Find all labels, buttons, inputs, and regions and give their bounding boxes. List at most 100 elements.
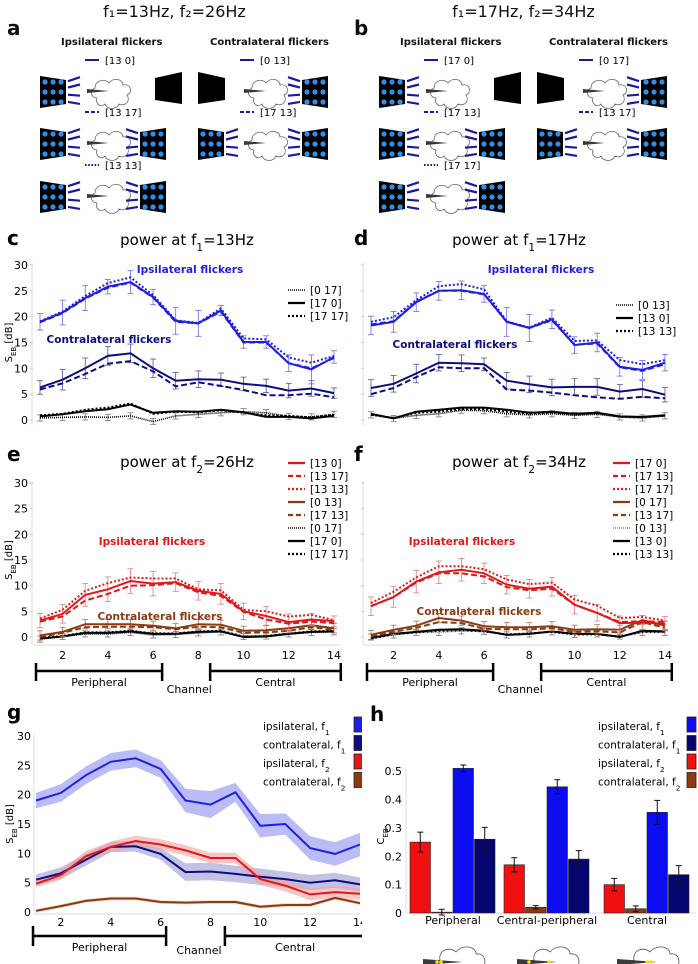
legend-label: [13 13] (635, 549, 673, 561)
led-dot (497, 131, 503, 137)
led-dot (497, 151, 503, 157)
led-dot (389, 194, 395, 200)
led-dot (381, 131, 387, 137)
legend-label: [13 0] (310, 458, 342, 470)
led-dot (58, 141, 64, 147)
condition-label: [13 0] (105, 56, 135, 67)
ipsi-title: Ipsilateral flickers (61, 37, 163, 48)
region-label: Peripheral (71, 676, 127, 689)
led-array-icon (125, 181, 166, 213)
series-line (370, 408, 666, 419)
condition-label: [0 17] (599, 56, 629, 67)
legend-label: [17 17] (310, 549, 348, 561)
led-dot (304, 141, 310, 147)
led-dot (50, 131, 56, 137)
x-tick-label: 8 (526, 649, 533, 662)
brain-probe-icon (426, 184, 470, 214)
led-array-icon (40, 181, 81, 213)
led-dot (150, 141, 156, 147)
x-tick-label: 4 (104, 649, 111, 662)
ipsi-title: Ipsilateral flickers (400, 37, 502, 48)
led-dot (659, 141, 665, 147)
light-ray (626, 100, 640, 105)
led-dot (304, 99, 310, 105)
series-line (39, 629, 335, 639)
y-tick-label: 10 (14, 362, 28, 375)
led-dot (381, 89, 387, 95)
series-line (370, 406, 666, 420)
series-line (39, 576, 335, 622)
led-dot (42, 141, 48, 147)
light-ray (564, 135, 578, 141)
led-dot (42, 151, 48, 157)
legend-label: [0 13] (638, 300, 670, 312)
led-dot (50, 151, 56, 157)
led-dot (150, 194, 156, 200)
bar (546, 786, 568, 914)
led-dot (158, 184, 164, 190)
region-label: Peripheral (72, 941, 128, 954)
led-array-icon (626, 76, 667, 108)
panel-b-title: f₁=17Hz, f₂=34Hz (452, 2, 595, 21)
series-annotation: Ipsilateral flickers (488, 264, 594, 276)
brain-outline (587, 131, 627, 161)
led-dot (50, 194, 56, 200)
led-array-icon (379, 181, 420, 213)
y-tick-label: 5 (21, 605, 28, 618)
led-dot (381, 141, 387, 147)
led-dot (389, 184, 395, 190)
led-dot (142, 204, 148, 210)
light-ray (406, 152, 420, 157)
led-dot (42, 194, 48, 200)
led-dot (312, 79, 318, 85)
y-tick-label: 15 (17, 818, 31, 831)
brain-outline (248, 79, 288, 109)
series-line (370, 565, 666, 622)
brain-outline (430, 184, 470, 214)
legend-swatch (353, 753, 362, 770)
led-dot (312, 99, 318, 105)
light-ray (464, 145, 478, 149)
condition-label: [17 13] (444, 108, 481, 119)
condition-label: [17 13] (260, 108, 297, 119)
chart-d: power at f1=17Hz d Ipsilateral flickers Con… (354, 226, 676, 425)
region-label: Peripheral (402, 676, 458, 689)
led-array-icon (287, 128, 328, 160)
panel-label: c (7, 226, 19, 250)
legend-swatch (353, 735, 362, 751)
led-dot (659, 99, 665, 105)
series-annotation: Contralateral flickers (47, 334, 172, 346)
led-dot (643, 131, 649, 137)
led-dot (58, 151, 64, 157)
series-line (39, 281, 335, 370)
led-dot (42, 89, 48, 95)
light-ray (67, 83, 81, 89)
x-axis-label: Channel (176, 944, 221, 957)
led-dot (312, 89, 318, 95)
brain-probe-icon (87, 131, 131, 161)
led-dot (58, 131, 64, 137)
led-dot (142, 141, 148, 147)
series-line (370, 616, 666, 636)
light-ray (225, 152, 239, 157)
condition-label: [13 13] (105, 161, 142, 172)
panel-label: h (370, 702, 384, 726)
led-dot (158, 204, 164, 210)
led-dot (547, 131, 553, 137)
brain-probe-icon (426, 131, 470, 161)
chart-title: power at f1=13Hz (120, 231, 254, 254)
series-line (35, 896, 361, 912)
brain-outline (529, 946, 580, 964)
series-line (39, 403, 335, 420)
led-dot (481, 141, 487, 147)
panel-b-label: b (354, 16, 369, 40)
legend-swatch (686, 735, 697, 751)
light-ray (626, 152, 640, 157)
probe-shank (423, 959, 463, 964)
y-tick-label: 30 (17, 730, 31, 743)
brain-probe-icon (583, 79, 627, 109)
light-ray (67, 76, 81, 83)
light-ray (626, 145, 640, 149)
legend-label: [17 0] (310, 536, 342, 548)
y-tick-label: 20 (17, 789, 31, 802)
